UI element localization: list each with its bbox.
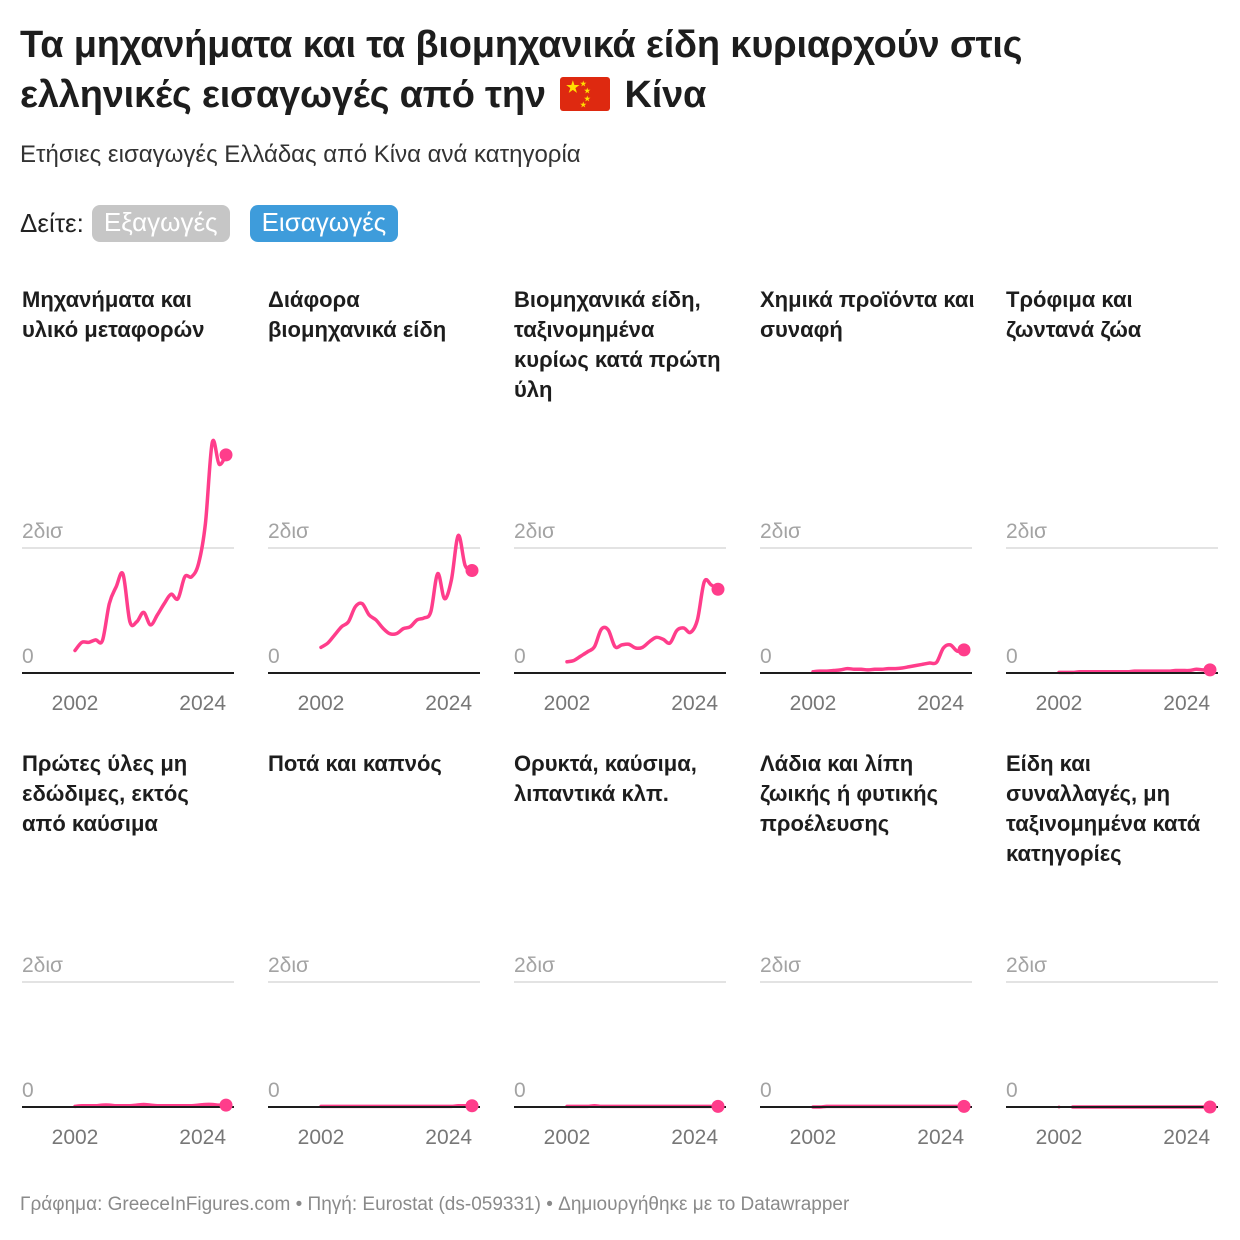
last-value-dot [465, 1099, 479, 1113]
y-tick-label: 2δισ [514, 954, 555, 977]
x-tick-label: 2024 [425, 692, 472, 715]
exports-toggle-button[interactable]: Εξαγωγές [91, 205, 230, 242]
x-tick-label: 2024 [425, 1126, 472, 1149]
y-tick-label: 0 [760, 645, 772, 668]
x-tick-label: 2002 [1036, 1126, 1083, 1149]
y-tick-label: 2δισ [514, 520, 555, 543]
panel-chart: 0 2δισ 2002 2024 [514, 520, 726, 715]
title-line-2: ελληνικές εισαγωγές από την ★ ★ ★ ★ ★ Κίνα [20, 70, 1220, 120]
y-tick-label: 0 [760, 1079, 772, 1102]
series-line [73, 1102, 228, 1109]
y-tick-label: 0 [514, 1079, 526, 1102]
panel-title: Πρώτες ύλες μη εδώδιμες, εκτός από καύσι… [22, 751, 189, 836]
y-tick-label: 0 [1006, 645, 1018, 668]
panel-title: Τρόφιμα και ζωντανά ζώα [1006, 287, 1142, 342]
x-tick-label: 2002 [790, 1126, 837, 1149]
title-country: Κίνα [624, 74, 707, 116]
title-text: ελληνικές εισαγωγές από την [20, 74, 546, 116]
x-tick-label: 2024 [671, 692, 718, 715]
x-tick-label: 2024 [671, 1126, 718, 1149]
panel-chart: 0 2δισ 2002 2024 [268, 954, 480, 1149]
x-tick-label: 2002 [298, 1126, 345, 1149]
y-tick-label: 2δισ [268, 520, 309, 543]
last-value-dot [711, 1099, 725, 1113]
panel-title: Λάδια και λίπη ζωικής ή φυτικής προέλευσ… [760, 751, 939, 836]
panel-title: Είδη και συναλλαγές, μη ταξινομημένα κατ… [1006, 751, 1201, 866]
china-flag-icon: ★ ★ ★ ★ ★ [560, 77, 611, 111]
x-tick-label: 2024 [179, 692, 226, 715]
panel-chart: 0 2δισ 2002 2024 [760, 954, 972, 1149]
panel-chart: 0 2δισ 2002 2024 [514, 954, 726, 1149]
last-value-dot [1203, 663, 1217, 677]
last-value-dot [711, 582, 725, 596]
x-tick-label: 2024 [1163, 1126, 1210, 1149]
chart-title: Τα μηχανήματα και τα βιομηχανικά είδη κυ… [20, 20, 1220, 120]
y-tick-label: 0 [268, 1079, 280, 1102]
x-tick-label: 2002 [544, 692, 591, 715]
x-tick-label: 2002 [790, 692, 837, 715]
y-tick-label: 0 [514, 645, 526, 668]
series-line [565, 577, 720, 664]
last-value-dot [1203, 1100, 1217, 1114]
x-tick-label: 2024 [917, 1126, 964, 1149]
x-tick-label: 2024 [179, 1126, 226, 1149]
y-tick-label: 0 [1006, 1079, 1018, 1102]
y-tick-label: 2δισ [760, 954, 801, 977]
y-tick-label: 0 [22, 1079, 34, 1102]
last-value-dot [219, 1098, 233, 1112]
x-tick-label: 2024 [917, 692, 964, 715]
series-line [1057, 667, 1212, 675]
last-value-dot [957, 643, 971, 657]
footer-credits: Γράφημα: GreeceInFigures.com • Πηγή: Eur… [20, 1194, 850, 1215]
series-line [319, 533, 474, 650]
toggle-label: Δείτε: [20, 208, 84, 238]
series-line [811, 642, 966, 674]
panel-title: Μηχανήματα και υλικό μεταφορών [22, 287, 205, 342]
panel-chart: 0 2δισ 2002 2024 [1006, 954, 1218, 1149]
panel-title: Ορυκτά, καύσιμα, λιπαντικά κλπ. [514, 751, 697, 806]
x-tick-label: 2002 [544, 1126, 591, 1149]
panel-chart: 0 2δισ 2002 2024 [1006, 520, 1218, 715]
x-tick-label: 2002 [1036, 692, 1083, 715]
last-value-dot [957, 1099, 971, 1113]
last-value-dot [219, 448, 233, 462]
panel-title: Βιομηχανικά είδη, ταξινομημένα κυρίως κα… [514, 287, 721, 402]
imports-toggle-button[interactable]: Εισαγωγές [249, 205, 399, 242]
x-tick-label: 2002 [52, 692, 99, 715]
title-line-1: Τα μηχανήματα και τα βιομηχανικά είδη κυ… [20, 24, 1023, 66]
panel-title: Χημικά προϊόντα και συναφή [760, 287, 975, 342]
y-tick-label: 2δισ [1006, 520, 1047, 543]
y-tick-label: 0 [22, 645, 34, 668]
y-tick-label: 2δισ [22, 520, 63, 543]
y-tick-label: 0 [268, 645, 280, 668]
panel-chart: 0 2δισ 2002 2024 [22, 438, 234, 715]
x-tick-label: 2002 [298, 692, 345, 715]
x-tick-label: 2002 [52, 1126, 99, 1149]
view-toggle: Δείτε: Εξαγωγές Εισαγωγές [20, 205, 399, 242]
panel-chart: 0 2δισ 2002 2024 [268, 520, 480, 715]
panel-chart: 0 2δισ 2002 2024 [760, 520, 972, 715]
chart-subtitle: Ετήσιες εισαγωγές Ελλάδας από Κίνα ανά κ… [20, 141, 581, 168]
y-tick-label: 2δισ [760, 520, 801, 543]
y-tick-label: 2δισ [22, 954, 63, 977]
panel-title: Διάφορα βιομηχανικά είδη [268, 287, 447, 342]
y-tick-label: 2δισ [1006, 954, 1047, 977]
x-tick-label: 2024 [1163, 692, 1210, 715]
panel-title: Ποτά και καπνός [268, 751, 442, 776]
last-value-dot [465, 564, 479, 577]
y-tick-label: 2δισ [268, 954, 309, 977]
panel-chart: 0 2δισ 2002 2024 [22, 954, 234, 1149]
series-line [73, 438, 228, 653]
